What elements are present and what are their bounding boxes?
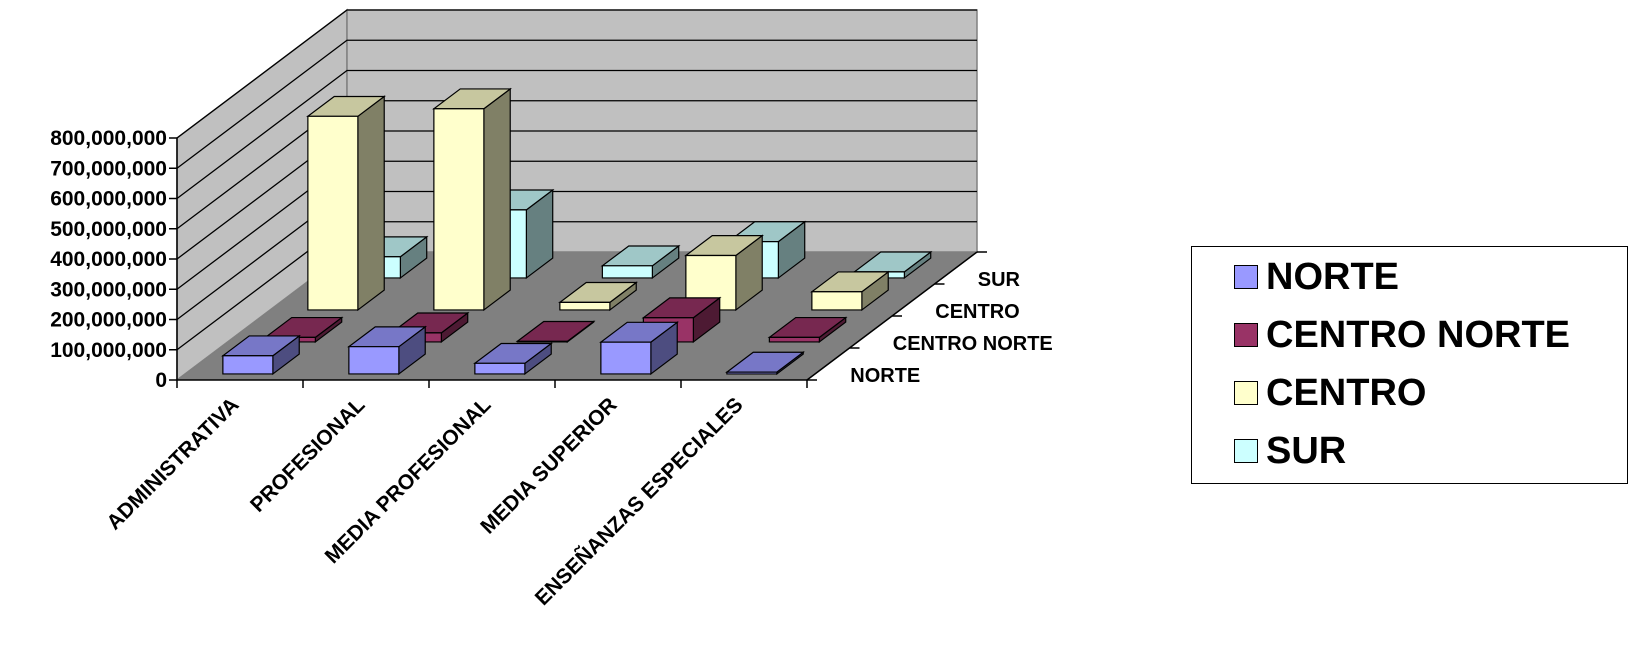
depth-tick-label: CENTRO <box>935 301 1019 323</box>
legend-label: CENTRO NORTE <box>1266 313 1570 356</box>
bar-side <box>357 95 385 312</box>
bar-front <box>601 265 653 279</box>
bar <box>599 321 680 376</box>
bar-front <box>222 355 274 375</box>
bar <box>306 95 387 312</box>
bar-front <box>433 108 485 311</box>
x-tick-label: ADMINISTRATIVA <box>102 393 243 534</box>
bar-front <box>516 340 568 343</box>
bar-front <box>768 336 820 343</box>
legend-swatch <box>1234 381 1258 405</box>
bar <box>432 87 513 312</box>
bar-front <box>559 301 611 311</box>
legend-item: CENTRO <box>1234 371 1427 414</box>
x-tick-label: MEDIA SUPERIOR <box>476 393 621 538</box>
legend-label: SUR <box>1266 429 1347 472</box>
bar-front <box>474 362 526 375</box>
bar-marks <box>221 87 933 376</box>
gridline <box>176 9 977 139</box>
bar-front <box>600 341 652 375</box>
bar-front <box>726 371 778 375</box>
depth-tick-label: SUR <box>978 269 1021 291</box>
gridline <box>176 39 977 169</box>
bar <box>810 270 891 312</box>
legend-item: NORTE <box>1234 255 1399 298</box>
bar-front <box>348 346 400 375</box>
bar-side <box>483 87 511 312</box>
y-tick-label: 0 <box>155 369 167 392</box>
depth-axis-ticks: SUR CENTRO CENTRO NORTE NORTE <box>850 269 1053 387</box>
legend-label: CENTRO <box>1266 371 1427 414</box>
legend-label: NORTE <box>1266 255 1399 298</box>
depth-tick-label: CENTRO NORTE <box>893 333 1053 355</box>
axes <box>169 137 987 388</box>
y-axis-ticks: 800,000,000 700,000,000 600,000,000 500,… <box>50 127 167 392</box>
bar <box>515 320 596 344</box>
y-tick-label: 500,000,000 <box>50 218 167 241</box>
bar <box>600 244 681 280</box>
gridline <box>176 69 977 200</box>
y-tick-label: 200,000,000 <box>50 309 167 332</box>
bar <box>767 316 848 344</box>
x-tick-label: PROFESIONAL <box>246 393 370 517</box>
bar <box>473 342 554 376</box>
x-axis-ticks: ADMINISTRATIVA PROFESIONAL MEDIA PROFESI… <box>102 393 747 610</box>
y-tick-label: 400,000,000 <box>50 248 167 271</box>
y-tick-label: 600,000,000 <box>50 188 167 211</box>
bar <box>684 234 765 312</box>
legend-swatch <box>1234 439 1258 463</box>
x-tick-label: ENSEÑANZAS ESPECIALES <box>531 393 748 610</box>
y-tick-label: 700,000,000 <box>50 157 167 180</box>
bar <box>347 325 428 376</box>
legend-item: SUR <box>1234 429 1347 472</box>
bar-front <box>811 291 863 311</box>
bar <box>725 351 806 376</box>
y-tick-label: 800,000,000 <box>50 127 167 150</box>
bar-front <box>307 115 359 311</box>
legend-swatch <box>1234 265 1258 289</box>
y-tick-label: 300,000,000 <box>50 278 167 301</box>
y-tick-label: 100,000,000 <box>50 339 167 362</box>
chart-legend: NORTE CENTRO NORTE CENTRO SUR <box>1191 246 1628 484</box>
bar <box>221 334 302 376</box>
legend-item: CENTRO NORTE <box>1234 313 1570 356</box>
bar <box>558 281 639 312</box>
depth-tick-label: NORTE <box>850 365 920 387</box>
legend-swatch <box>1234 323 1258 347</box>
